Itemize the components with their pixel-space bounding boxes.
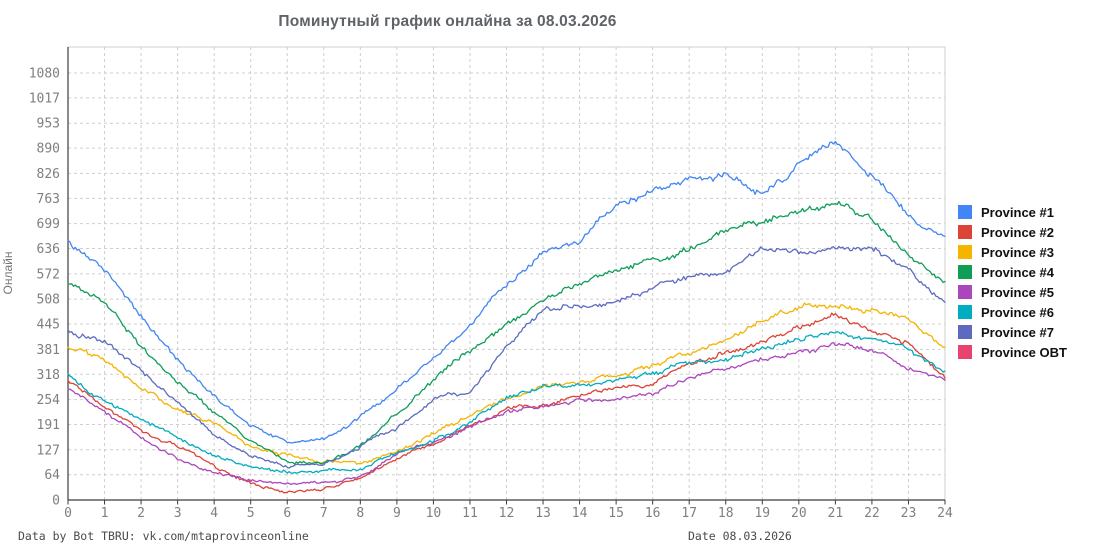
y-tick-label: 445	[37, 318, 60, 333]
legend-label-province-7: Province #7	[981, 324, 1054, 340]
y-tick-label: 953	[37, 117, 60, 132]
x-tick-label: 9	[393, 506, 401, 521]
series-line-province-4	[67, 200, 946, 465]
x-tick-label: 11	[462, 506, 478, 521]
series-line-province-2	[67, 312, 946, 494]
legend-item-province-obt: Province OBT	[958, 342, 1067, 362]
series-line-province-3	[67, 302, 946, 465]
legend-swatch-province-6	[958, 305, 972, 319]
x-tick-label: 24	[937, 506, 953, 521]
x-tick-label: 17	[681, 506, 697, 521]
x-tick-label: 23	[901, 506, 917, 521]
legend-label-province-3: Province #3	[981, 244, 1054, 260]
x-tick-label: 22	[864, 506, 880, 521]
x-tick-label: 16	[645, 506, 661, 521]
legend-item-province-4: Province #4	[958, 262, 1067, 282]
footer-date: Date 08.03.2026	[688, 529, 792, 543]
x-tick-label: 4	[210, 506, 218, 521]
x-tick-label: 10	[426, 506, 442, 521]
legend-label-province-4: Province #4	[981, 264, 1054, 280]
x-tick-label: 3	[174, 506, 182, 521]
legend-swatch-province-obt	[958, 345, 972, 359]
x-tick-label: 5	[247, 506, 255, 521]
y-tick-label: 763	[37, 192, 60, 207]
legend-label-province-1: Province #1	[981, 204, 1054, 220]
x-tick-label: 2	[137, 506, 145, 521]
legend-item-province-7: Province #7	[958, 322, 1067, 342]
legend: Province #1 Province #2 Province #3 Provinc…	[958, 202, 1067, 362]
x-tick-label: 8	[356, 506, 364, 521]
x-tick-label: 15	[608, 506, 624, 521]
x-tick-label: 21	[828, 506, 844, 521]
series-line-province-6	[67, 330, 946, 474]
legend-swatch-province-1	[958, 205, 972, 219]
x-tick-label: 0	[64, 506, 72, 521]
y-tick-label: 254	[37, 393, 61, 408]
chart-title: Поминутный график онлайна за 08.03.2026	[278, 13, 617, 30]
legend-item-province-5: Province #5	[958, 282, 1067, 302]
series-line-province-1	[67, 140, 946, 444]
x-tick-label: 12	[499, 506, 515, 521]
legend-item-province-6: Province #6	[958, 302, 1067, 322]
y-tick-label: 191	[37, 418, 60, 433]
x-tick-label: 19	[754, 506, 770, 521]
footer-data-source: Data by Bot TBRU: vk.com/mtaprovinceonli…	[18, 529, 309, 543]
legend-item-province-2: Province #2	[958, 222, 1067, 242]
series-line-province-5	[67, 341, 946, 486]
legend-item-province-1: Province #1	[958, 202, 1067, 222]
y-tick-label: 318	[37, 368, 60, 383]
legend-label-province-2: Province #2	[981, 224, 1054, 240]
legend-item-province-3: Province #3	[958, 242, 1067, 262]
y-tick-label: 64	[44, 468, 60, 483]
y-tick-label: 890	[37, 142, 60, 157]
x-tick-label: 20	[791, 506, 807, 521]
legend-label-province-5: Province #5	[981, 284, 1054, 300]
x-tick-label: 1	[101, 506, 109, 521]
legend-label-province-obt: Province OBT	[981, 344, 1067, 360]
y-tick-label: 572	[37, 267, 60, 282]
x-tick-label: 6	[283, 506, 291, 521]
y-tick-label: 0	[52, 494, 60, 509]
y-tick-label: 508	[37, 293, 60, 308]
legend-swatch-province-2	[958, 225, 972, 239]
x-tick-label: 18	[718, 506, 734, 521]
series-line-province-7	[67, 245, 946, 469]
legend-label-province-6: Province #6	[981, 304, 1054, 320]
x-tick-label: 13	[535, 506, 551, 521]
y-tick-label: 127	[37, 443, 60, 458]
legend-swatch-province-7	[958, 325, 972, 339]
y-tick-label: 636	[37, 242, 60, 257]
x-tick-label: 7	[320, 506, 328, 521]
y-tick-label: 381	[37, 343, 60, 358]
legend-swatch-province-3	[958, 245, 972, 259]
legend-swatch-province-4	[958, 265, 972, 279]
y-tick-label: 1080	[29, 67, 60, 82]
y-tick-label: 1017	[29, 91, 60, 106]
legend-swatch-province-5	[958, 285, 972, 299]
y-tick-label: 826	[37, 167, 60, 182]
y-tick-label: 699	[37, 217, 60, 232]
x-tick-label: 14	[572, 506, 588, 521]
